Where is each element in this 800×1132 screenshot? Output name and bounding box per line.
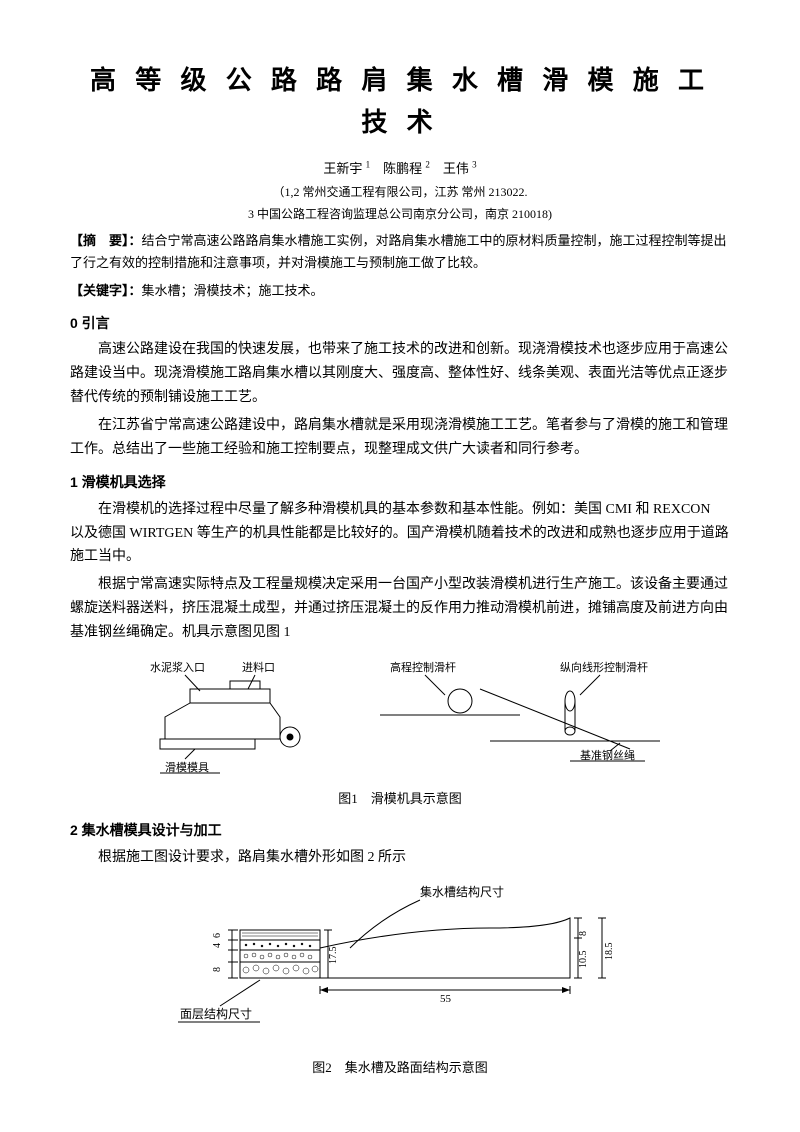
- authors: 王新宇 1 陈鹏程 2 王伟 3: [70, 157, 730, 179]
- affiliation-2: 3 中国公路工程咨询监理总公司南京分公司，南京 210018): [70, 205, 730, 224]
- label-align-rod: 纵向线形控制滑杆: [560, 660, 648, 674]
- figure-1-right-svg: 高程控制滑杆 纵向线形控制滑杆 基准钢丝绳: [370, 659, 670, 779]
- figure-2-svg: 集水槽结构尺寸: [150, 878, 650, 1048]
- label-left: 面层结构尺寸: [180, 1006, 252, 1021]
- section-1-para-1: 在滑模机的选择过程中尽量了解多种滑模机具的基本参数和基本性能。例如：美国 CMI…: [70, 498, 730, 569]
- label-mold: 滑模模具: [165, 761, 209, 774]
- figure-1-left-svg: 水泥浆入口 进料口 滑模模具: [130, 659, 340, 779]
- authors-text: 王新宇 1 陈鹏程 2 王伟 3: [323, 161, 476, 176]
- affiliation-1: （1,2 常州交通工程有限公司，江苏 常州 213022.: [70, 183, 730, 202]
- dim-b: 4: [212, 943, 223, 948]
- label-wire: 基准钢丝绳: [580, 748, 635, 762]
- figure-2: 集水槽结构尺寸: [70, 878, 730, 1048]
- section-1-para-2: 根据宁常高速实际特点及工程量规模决定采用一台国产小型改装滑模机进行生产施工。该设…: [70, 573, 730, 644]
- dim-g: 18.5: [604, 942, 615, 960]
- section-1-heading: 1 滑模机具选择: [70, 471, 730, 493]
- figure-2-caption: 图2 集水槽及路面结构示意图: [70, 1058, 730, 1079]
- section-0-para-2: 在江苏省宁常高速公路建设中，路肩集水槽就是采用现浇滑模施工工艺。笔者参与了滑模的…: [70, 414, 730, 462]
- dim-f: 8: [578, 931, 589, 936]
- keywords: 【关键字】：集水槽；滑模技术；施工技术。: [70, 280, 730, 302]
- section-2-para-1: 根据施工图设计要求，路肩集水槽外形如图 2 所示: [70, 846, 730, 870]
- section-0-heading: 0 引言: [70, 312, 730, 334]
- section-0-para-1: 高速公路建设在我国的快速发展，也带来了施工技术的改进和创新。现浇滑模技术也逐步应…: [70, 338, 730, 409]
- figure-1: 水泥浆入口 进料口 滑模模具 高程控制滑杆 纵向线形控制滑杆: [70, 659, 730, 779]
- label-inlet: 水泥浆入口: [150, 660, 205, 674]
- abstract: 【摘 要】：结合宁常高速公路路肩集水槽施工实例，对路肩集水槽施工中的原材料质量控…: [70, 230, 730, 274]
- dim-c: 8: [212, 967, 223, 972]
- label-top: 集水槽结构尺寸: [420, 884, 504, 899]
- dim-a: 6: [212, 933, 223, 938]
- label-elev-rod: 高程控制滑杆: [390, 660, 456, 674]
- page-title: 高 等 级 公 路 路 肩 集 水 槽 滑 模 施 工 技 术: [70, 60, 730, 143]
- section-2-heading: 2 集水槽模具设计与加工: [70, 819, 730, 841]
- dim-w: 55: [440, 993, 452, 1005]
- figure-1-caption: 图1 滑模机具示意图: [70, 789, 730, 810]
- abstract-text: 结合宁常高速公路路肩集水槽施工实例，对路肩集水槽施工中的原材料质量控制，施工过程…: [70, 233, 727, 270]
- dim-d: 17.5: [328, 946, 339, 964]
- keywords-text: 集水槽；滑模技术；施工技术。: [142, 283, 324, 298]
- keywords-label: 【关键字】：: [70, 283, 142, 298]
- dim-e: 10.5: [578, 950, 589, 968]
- label-feed: 进料口: [242, 660, 275, 674]
- abstract-label: 【摘 要】：: [70, 233, 142, 248]
